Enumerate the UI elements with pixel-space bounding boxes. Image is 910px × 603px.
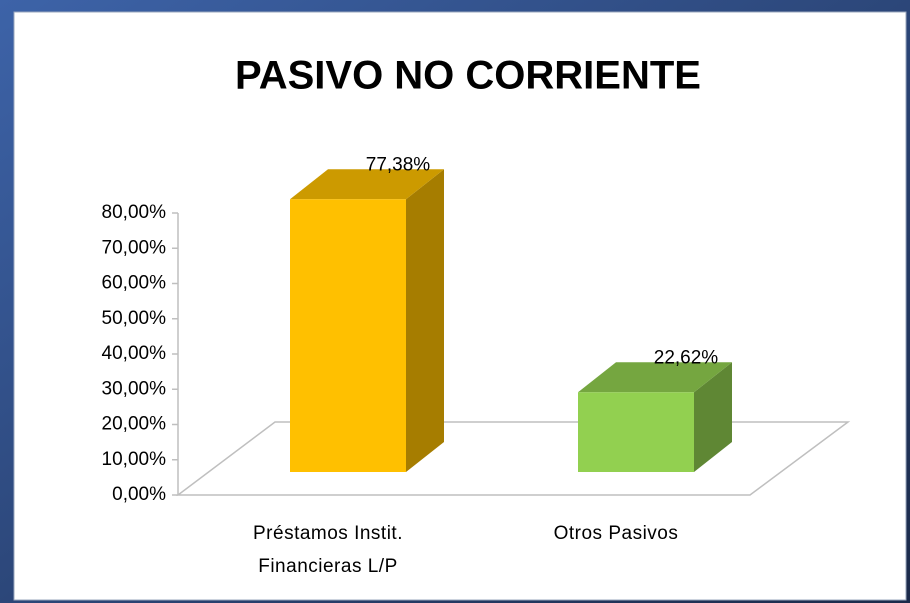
bar-side	[406, 169, 444, 472]
bar-side	[694, 362, 732, 472]
value-label: 22,62%	[654, 347, 719, 368]
bar-top	[578, 362, 732, 393]
y-tick-label: 60,00%	[102, 273, 167, 294]
x-tick-label: Préstamos Instit. Financieras L/P	[253, 523, 403, 577]
floor	[175, 421, 851, 496]
x-tick-label: Otros Pasivos	[553, 523, 679, 544]
y-tick-label: 50,00%	[102, 308, 167, 329]
bar	[578, 392, 694, 472]
y-tick-label: 20,00%	[102, 414, 167, 435]
chart-area	[13, 11, 907, 601]
y-tick-label: 0,00%	[112, 484, 166, 505]
chart-title: PASIVO NO CORRIENTE	[235, 54, 701, 98]
bar	[290, 199, 406, 472]
y-tick-label: 70,00%	[102, 237, 167, 258]
y-tick-label: 80,00%	[102, 202, 167, 223]
y-tick-label: 40,00%	[102, 343, 167, 364]
bar-top	[290, 169, 444, 200]
y-tick-label: 30,00%	[102, 378, 167, 399]
value-label: 77,38%	[366, 154, 431, 175]
y-tick-label: 10,00%	[102, 449, 167, 470]
